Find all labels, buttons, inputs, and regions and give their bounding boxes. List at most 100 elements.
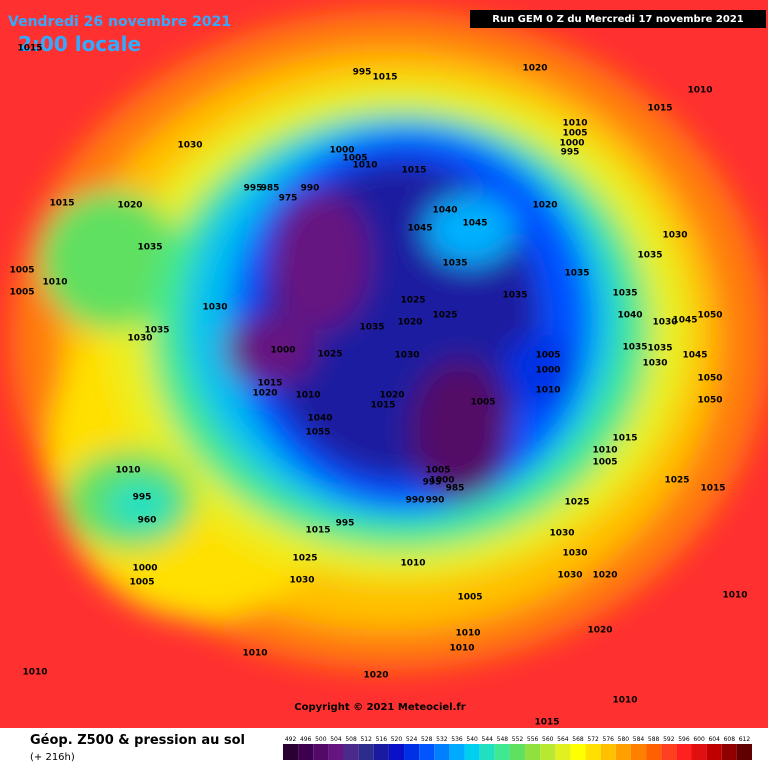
colorbar-label: 608	[724, 736, 736, 743]
isobar-label: 1010	[42, 278, 67, 288]
colorbar-swatch	[298, 744, 314, 760]
isobar-label: 985	[446, 484, 465, 494]
isobar-label: 995	[336, 519, 355, 529]
colorbar-label: 604	[708, 736, 720, 743]
isobar-label: 1020	[587, 626, 612, 636]
colorbar-label: 584	[633, 736, 645, 743]
isobar-label: 1010	[22, 668, 47, 678]
isobar-label: 990	[406, 496, 425, 506]
colorbar-label: 544	[482, 736, 494, 743]
isobar-label: 1010	[455, 629, 480, 639]
colorbar-swatch	[570, 744, 586, 760]
colorbar-swatch	[600, 744, 616, 760]
colorbar-label: 528	[421, 736, 433, 743]
colorbar-swatch	[509, 744, 526, 760]
colorbar-swatch	[313, 744, 329, 760]
isobar-label: 1035	[502, 291, 527, 301]
isobar-label: 1015	[49, 199, 74, 209]
isobar-label: 1045	[682, 351, 707, 361]
isobar-label: 1010	[535, 386, 560, 396]
field	[0, 0, 768, 728]
footer-title: Géop. Z500 & pression au sol	[30, 733, 245, 748]
isobar-label: 1020	[592, 571, 617, 581]
isobar-label: 1025	[317, 350, 342, 360]
isobar-label: 1000	[559, 139, 584, 149]
isobar-label: 1020	[117, 201, 142, 211]
colorbar-label: 508	[345, 736, 357, 743]
colorbar-label: 564	[557, 736, 569, 743]
colorbar-swatch	[283, 744, 299, 760]
isobar-label: 1020	[397, 318, 422, 328]
colorbar-swatch	[661, 744, 677, 760]
colorbar-swatch	[585, 744, 601, 760]
isobar-label: 1020	[363, 671, 388, 681]
colorbar-swatch	[630, 744, 647, 760]
isobar-label: 1005	[562, 129, 587, 139]
isobar-label: 1040	[617, 311, 642, 321]
isobar-label: 1015	[534, 718, 559, 728]
isobar-label: 1010	[400, 559, 425, 569]
colorbar-label: 520	[391, 736, 403, 743]
isobar-label: 1015	[612, 434, 637, 444]
colorbar-swatch	[434, 744, 450, 760]
isobar-label: 1035	[137, 243, 162, 253]
isobar-label: 975	[279, 194, 298, 204]
isobar-label: 1030	[127, 334, 152, 344]
isobar-label: 1005	[535, 351, 560, 361]
colorbar-label: 536	[451, 736, 463, 743]
isobar-label: 1010	[687, 86, 712, 96]
isobar-label: 1040	[307, 414, 332, 424]
isobar-label: 1000	[429, 476, 454, 486]
isobar-label: 1015	[257, 379, 282, 389]
isobar-label: 1000	[132, 564, 157, 574]
colorbar-label: 516	[376, 736, 388, 743]
isobar-label: 1035	[442, 259, 467, 269]
isobar-label: 1050	[697, 374, 722, 384]
copyright: Copyright © 2021 Meteociel.fr	[294, 702, 465, 713]
colorbar-swatch	[540, 744, 556, 760]
valid-date: Vendredi 26 novembre 2021	[8, 14, 231, 30]
isobar-label: 1035	[612, 289, 637, 299]
colorbar-label: 512	[360, 736, 372, 743]
isobar-label: 1010	[449, 644, 474, 654]
colorbar-label: 556	[527, 736, 539, 743]
isobar-label: 985	[261, 184, 280, 194]
colorbar-swatch	[494, 744, 510, 760]
isobar-label: 1005	[129, 578, 154, 588]
isobar-label: 1050	[697, 311, 722, 321]
isobar-label: 1010	[352, 161, 377, 171]
isobar-label: 1010	[562, 119, 587, 129]
isobar-label: 1015	[305, 526, 330, 536]
colorbar-swatch	[464, 744, 480, 760]
isobar-label: 1005	[592, 458, 617, 468]
isobar-label: 995	[423, 478, 442, 488]
isobar-label: 1035	[359, 323, 384, 333]
isobar-label: 995	[133, 493, 152, 503]
isobar-label: 1010	[612, 696, 637, 706]
colorbar-label: 548	[497, 736, 509, 743]
colorbar-swatch	[646, 744, 662, 760]
isobar-label: 1025	[564, 498, 589, 508]
footer-lead: (+ 216h)	[30, 752, 75, 763]
colorbar-swatch	[525, 744, 541, 760]
isobar-label: 1020	[522, 64, 547, 74]
isobar-label: 1005	[425, 466, 450, 476]
isobar-label: 1055	[305, 428, 330, 438]
colorbar-swatch	[736, 744, 752, 760]
colorbar-swatch	[343, 744, 359, 760]
isobar-label: 1025	[292, 554, 317, 564]
isobar-label: 1015	[700, 484, 725, 494]
colorbar-swatch	[373, 744, 389, 760]
colorbar-label: 500	[315, 736, 327, 743]
isobar-label: 1030	[652, 318, 677, 328]
isobar-label: 1010	[295, 391, 320, 401]
colorbar-swatch	[419, 744, 435, 760]
isobar-label: 1005	[9, 266, 34, 276]
isobar-label: 1030	[662, 231, 687, 241]
isobar-label: 1030	[642, 359, 667, 369]
colorbar-swatch	[328, 744, 344, 760]
isobar-label: 1035	[622, 343, 647, 353]
colorbar-swatch	[479, 744, 495, 760]
isobar-label: 995	[353, 68, 372, 78]
